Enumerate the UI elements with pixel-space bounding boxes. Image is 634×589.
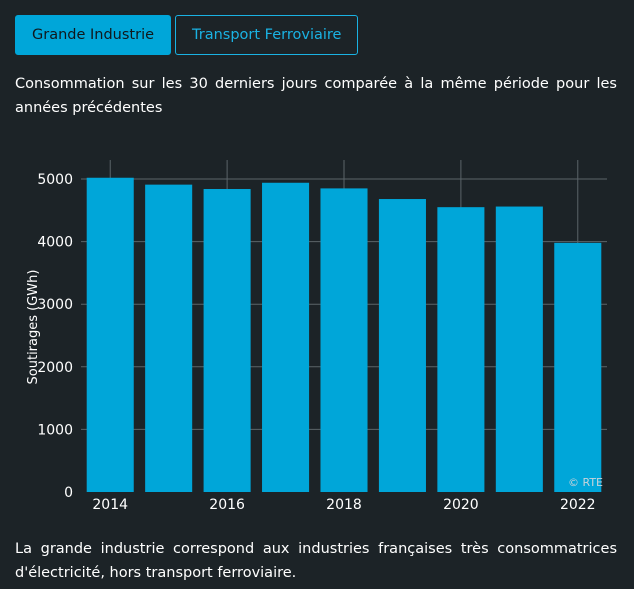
y-axis-title: Soutirages (GWh) [26, 270, 41, 385]
y-tick-label: 5000 [37, 172, 73, 188]
bar-2018 [320, 188, 368, 492]
bar-2019 [378, 199, 426, 493]
chart-description: Consommation sur les 30 derniers jours c… [15, 76, 617, 116]
bar-2020 [437, 207, 485, 493]
bar-2017 [262, 182, 310, 493]
y-tick-label: 1000 [37, 422, 73, 438]
chart-bars [86, 177, 602, 493]
y-tick-label: 0 [64, 485, 73, 501]
x-tick-label: 2016 [209, 497, 245, 513]
bar-2016 [203, 189, 251, 492]
x-tick-label: 2020 [443, 497, 479, 513]
rte-watermark: © RTE [568, 476, 603, 489]
footnote-text: La grande industrie correspond aux indus… [15, 541, 617, 581]
x-tick-label: 2014 [92, 497, 128, 513]
bar-2022 [554, 242, 602, 492]
tab-bar: Grande Industrie Transport Ferroviaire [15, 15, 359, 55]
bar-2021 [495, 206, 543, 492]
y-tick-label: 4000 [37, 235, 73, 251]
y-tick-label: 3000 [37, 297, 73, 313]
x-tick-label: 2018 [326, 497, 362, 513]
x-axis: 2014 2016 2018 2020 2022 [92, 497, 595, 513]
tab-transport-ferroviaire[interactable]: Transport Ferroviaire [175, 15, 359, 55]
y-axis: 0 1000 2000 3000 4000 5000 [37, 172, 73, 501]
bar-2015 [145, 184, 193, 492]
x-tick-label: 2022 [560, 497, 596, 513]
bar-2014 [86, 177, 134, 493]
tab-grande-industrie[interactable]: Grande Industrie [15, 15, 172, 55]
y-tick-label: 2000 [37, 360, 73, 376]
